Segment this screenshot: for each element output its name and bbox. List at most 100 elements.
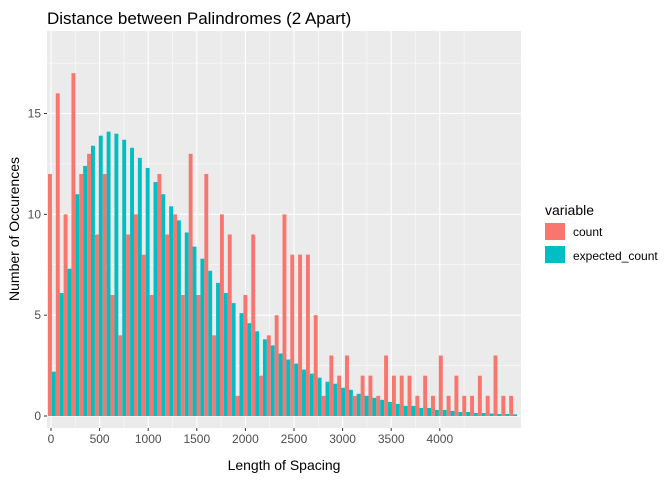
bar-expected-count [75,194,80,416]
bar-count [368,375,373,416]
bar-count [352,395,357,416]
y-tick-label: 10 [28,207,42,221]
bar-count [282,214,287,416]
bar-count [462,395,467,416]
bar-count [63,214,68,416]
bar-count [313,315,318,416]
bar-expected-count [474,412,478,416]
bar-count [196,295,201,416]
bar-count [188,153,193,417]
bar-expected-count [106,131,111,416]
bar-expected-count [169,206,174,416]
bar-expected-count [419,407,424,416]
bar-count [219,214,224,416]
bar-expected-count [434,409,439,416]
bar-count [438,355,443,416]
bar-expected-count [489,413,494,416]
bar-expected-count [513,414,517,416]
bar-count [110,295,115,416]
bar-count [290,254,295,416]
bar-count [48,174,52,416]
y-axis: 0 5 10 15 [28,107,47,423]
legend-key-count [545,223,565,240]
bar-expected-count [208,270,213,416]
x-tick-label: 500 [90,432,110,446]
bar-expected-count [356,393,361,416]
y-tick-label: 5 [34,308,41,322]
bar-expected-count [380,399,385,416]
bar-expected-count [333,383,338,416]
bar-expected-count [388,401,392,416]
bar-expected-count [51,371,56,416]
legend-title: variable [545,202,594,218]
bar-count [274,315,279,416]
bar-count [118,335,123,416]
bar-expected-count [247,323,252,416]
bar-expected-count [372,397,377,416]
bar-expected-count [364,395,369,416]
bar-expected-count [270,345,275,416]
bar-count [446,395,451,416]
bar-expected-count [223,292,228,416]
bar-expected-count [302,369,306,416]
bar-count [485,395,490,416]
bar-count [149,295,154,416]
bar-expected-count [442,409,447,416]
y-tick-label: 0 [34,409,41,423]
bar-count [321,395,326,416]
bar-count [204,174,209,416]
bar-expected-count [403,405,408,416]
bar-count [71,73,76,417]
bar-expected-count [90,145,95,416]
bar-count [235,395,240,416]
bar-count [399,375,404,416]
bar-count [133,214,138,416]
bar-count [477,375,482,416]
bar-expected-count [466,411,471,416]
x-tick-label: 3500 [378,432,405,446]
bar-count [493,355,498,416]
bar-count [251,234,256,416]
bar-expected-count [153,182,158,416]
y-tick-label: 15 [28,107,42,121]
bar-count [141,254,146,416]
bar-expected-count [137,157,142,416]
bar-count [243,295,248,416]
bar-count [470,395,475,416]
bar-expected-count [497,413,502,416]
bar-count [126,234,131,416]
bar-count [212,335,217,416]
bar-expected-count [341,387,346,416]
bar-expected-count [325,381,330,416]
bar-count [415,395,420,416]
legend-label-count: count [573,225,603,239]
bar-expected-count [450,410,455,416]
bar-count [266,335,271,416]
bar-count [454,375,459,416]
bar-expected-count [122,139,127,416]
y-axis-title: Number of Occurences [6,157,22,301]
bar-count [298,254,303,416]
bar-expected-count [184,232,189,416]
bar-count [384,355,389,416]
bar-count [94,234,99,416]
x-tick-label: 1500 [183,432,210,446]
bar-expected-count [427,407,432,416]
bar-expected-count [348,389,353,416]
bar-count [102,174,107,416]
bar-count [407,375,412,416]
bar-expected-count [294,363,299,416]
bar-count [376,395,381,416]
bar-expected-count [317,377,322,416]
bar-expected-count [505,413,510,416]
bar-expected-count [239,313,244,416]
legend-label-expected-count: expected_count [573,249,658,263]
bar-count [345,355,349,416]
bar-expected-count [262,339,267,416]
x-tick-label: 3000 [329,432,356,446]
bar-expected-count [309,373,314,416]
x-tick-label: 2000 [232,432,259,446]
bar-expected-count [176,220,181,416]
bar-expected-count [411,405,416,416]
